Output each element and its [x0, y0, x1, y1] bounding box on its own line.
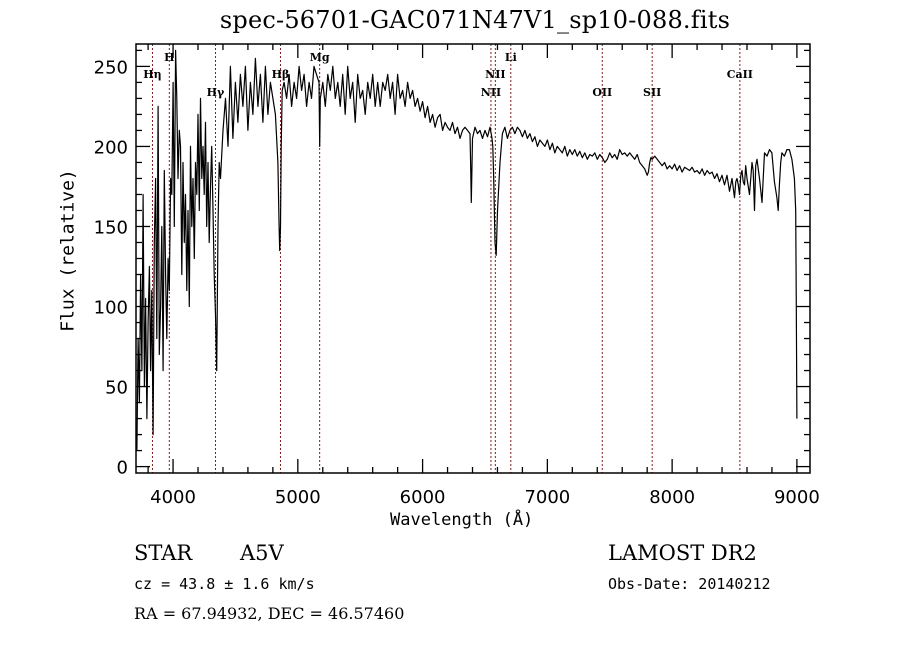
x-tick-label: 8000: [649, 487, 695, 508]
x-tick-label: 5000: [275, 487, 321, 508]
spectral-subclass: A5V: [240, 541, 284, 565]
y-tick-label: 100: [94, 298, 128, 319]
spectral-line-label: SII: [643, 86, 661, 99]
spectral-line-label: Hβ: [272, 68, 290, 81]
spectral-line-label: NII: [481, 86, 501, 99]
y-tick-label: 0: [117, 458, 128, 479]
spectral-line-label: Hγ: [207, 86, 225, 99]
axis-ticks: [136, 44, 810, 473]
spectral-line-markers: [151, 44, 741, 473]
chart-title: spec-56701-GAC071N47V1_sp10-088.fits: [219, 6, 731, 34]
spectral-line-label: CaII: [727, 68, 753, 81]
spectral-line-label: NII: [485, 68, 505, 81]
object-type: STAR: [134, 541, 193, 565]
y-tick-label: 50: [105, 378, 128, 399]
survey-name: LAMOST DR2: [608, 541, 757, 565]
spectral-line-label: OII: [592, 86, 612, 99]
x-axis-label: Wavelength (Å): [390, 510, 534, 530]
spectral-line-label: Hη: [143, 68, 161, 81]
ra-dec-coordinates: RA = 67.94932, DEC = 46.57460: [134, 604, 405, 623]
y-tick-label: 250: [94, 57, 128, 78]
tick-labels: 4000 5000 6000 7000 8000 9000 0 50 100 150 200 250: [94, 57, 820, 508]
x-tick-label: 6000: [400, 487, 446, 508]
observation-date: Obs-Date: 20140212: [608, 575, 771, 593]
spectral-line-label: Mg: [310, 51, 330, 64]
spectrum-line: [136, 49, 798, 451]
x-tick-label: 9000: [774, 487, 820, 508]
spectral-line-label: Li: [505, 51, 517, 64]
x-tick-label: 4000: [150, 487, 196, 508]
y-tick-label: 150: [94, 217, 128, 238]
plot-frame: [135, 43, 811, 474]
spectral-line-label: H: [164, 51, 174, 64]
y-tick-label: 200: [94, 137, 128, 158]
redshift-cz: cz = 43.8 ± 1.6 km/s: [134, 575, 315, 593]
x-tick-label: 7000: [524, 487, 570, 508]
